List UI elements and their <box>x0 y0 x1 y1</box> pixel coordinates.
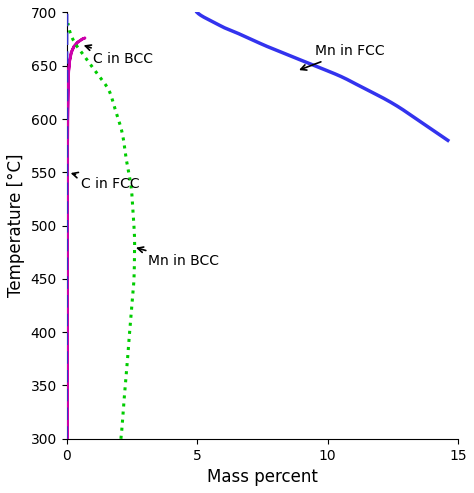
Y-axis label: Temperature [°C]: Temperature [°C] <box>7 154 25 297</box>
Text: Mn in FCC: Mn in FCC <box>301 44 384 70</box>
X-axis label: Mass percent: Mass percent <box>207 468 318 486</box>
Text: C in BCC: C in BCC <box>85 45 153 66</box>
Text: Mn in BCC: Mn in BCC <box>137 247 219 268</box>
Text: C in FCC: C in FCC <box>73 173 139 191</box>
